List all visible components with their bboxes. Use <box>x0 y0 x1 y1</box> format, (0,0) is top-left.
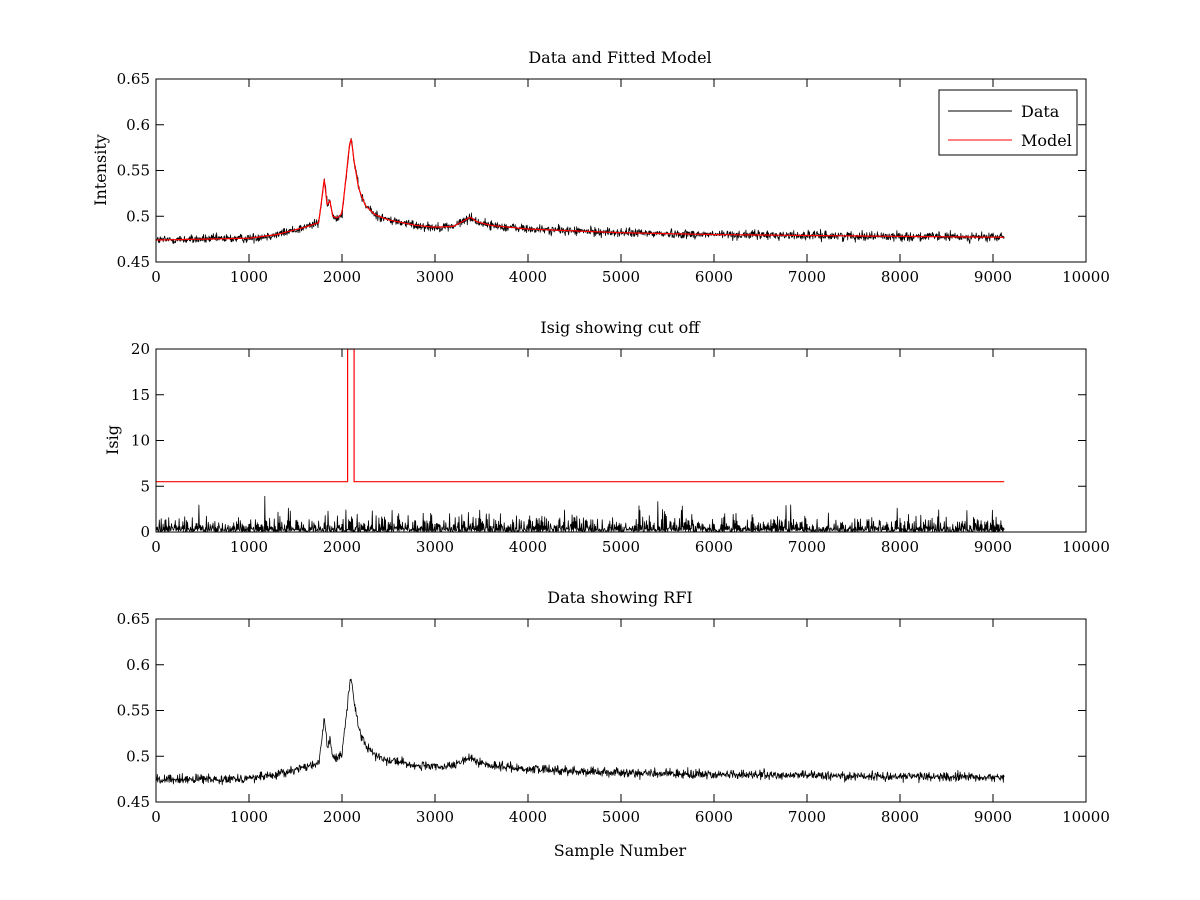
y-tick-label: 20 <box>131 340 150 358</box>
y-axis-label: Intensity <box>91 134 110 206</box>
series-line-model <box>156 138 1005 241</box>
x-tick-label: 6000 <box>695 808 733 826</box>
x-tick-label: 0 <box>151 268 161 286</box>
x-tick-label: 5000 <box>602 808 640 826</box>
y-tick-label: 5 <box>140 477 150 495</box>
panel-data-and-fitted-model: Data and Fitted Model Intensity 0 1000 200… <box>91 48 1110 286</box>
series-line-0 <box>156 495 1005 532</box>
axes-frame <box>155 348 1087 533</box>
y-tick-label: 0 <box>140 523 150 541</box>
plot-area <box>156 137 1005 244</box>
y-tick-label: 0.55 <box>117 162 150 180</box>
x-tick-label: 4000 <box>509 538 547 556</box>
panel-title: Data and Fitted Model <box>528 48 711 67</box>
x-tick-label: 5000 <box>602 268 640 286</box>
x-tick-label: 1000 <box>230 268 268 286</box>
x-tick-label: 5000 <box>602 538 640 556</box>
y-tick-label: 0.55 <box>117 702 150 720</box>
y-tick-label: 10 <box>131 432 150 450</box>
x-tick-label: 1000 <box>230 538 268 556</box>
y-tick-label: 0.5 <box>126 747 150 765</box>
x-tick-label: 0 <box>151 808 161 826</box>
x-tick-label: 3000 <box>416 808 454 826</box>
x-tick-label: 9000 <box>974 538 1012 556</box>
y-tick-label: 0.65 <box>117 610 150 628</box>
y-tick-label: 15 <box>131 386 150 404</box>
x-tick-label: 7000 <box>788 808 826 826</box>
y-tick-label: 0.6 <box>126 116 150 134</box>
x-tick-label: 7000 <box>788 538 826 556</box>
axis-ticks: 0 1000 2000 3000 4000 5000 6000 7000 8000 9000 100… <box>117 610 1110 826</box>
legend: Data Model <box>938 89 1078 156</box>
y-tick-label: 0.6 <box>126 656 150 674</box>
x-tick-label: 8000 <box>881 538 919 556</box>
y-tick-label: 0.45 <box>117 793 150 811</box>
x-tick-label: 9000 <box>974 808 1012 826</box>
x-tick-label: 1000 <box>230 808 268 826</box>
x-tick-label: 8000 <box>881 268 919 286</box>
panel-title: Data showing RFI <box>547 588 692 607</box>
x-tick-label: 9000 <box>974 268 1012 286</box>
y-axis-label: Isig <box>103 425 122 455</box>
legend-box <box>938 89 1078 156</box>
plot-area <box>156 678 1005 786</box>
axes-frame <box>155 78 1087 263</box>
x-tick-label: 8000 <box>881 808 919 826</box>
x-tick-label: 2000 <box>323 268 361 286</box>
panel-isig-showing-cut-off: Isig showing cut off Isig 0 1000 2000 3000 4… <box>103 318 1110 556</box>
y-tick-label: 0.45 <box>117 253 150 271</box>
x-tick-label: 4000 <box>509 808 547 826</box>
panel-title: Isig showing cut off <box>540 318 701 337</box>
x-tick-label: 4000 <box>509 268 547 286</box>
axis-ticks: 0 1000 2000 3000 4000 5000 6000 7000 8000 9000 100… <box>117 70 1110 286</box>
legend-label-data: Data <box>1021 102 1060 121</box>
axes-frame <box>155 618 1087 803</box>
x-tick-label: 10000 <box>1062 538 1110 556</box>
x-tick-label: 2000 <box>323 808 361 826</box>
x-axis-label: Sample Number <box>554 841 687 860</box>
x-tick-label: 2000 <box>323 538 361 556</box>
series-line-0 <box>156 678 1005 786</box>
legend-label-model: Model <box>1021 131 1072 150</box>
y-tick-label: 0.65 <box>117 70 150 88</box>
x-tick-label: 6000 <box>695 268 733 286</box>
x-tick-label: 7000 <box>788 268 826 286</box>
panel-data-showing-rfi: Data showing RFI 0 1000 2000 3000 4000 5000 60… <box>117 588 1110 860</box>
plot-area <box>156 349 1005 532</box>
x-tick-label: 0 <box>151 538 161 556</box>
x-tick-label: 3000 <box>416 268 454 286</box>
series-line-1 <box>156 349 1005 483</box>
x-tick-label: 6000 <box>695 538 733 556</box>
x-tick-label: 3000 <box>416 538 454 556</box>
x-tick-label: 10000 <box>1062 268 1110 286</box>
x-tick-label: 10000 <box>1062 808 1110 826</box>
y-tick-label: 0.5 <box>126 207 150 225</box>
